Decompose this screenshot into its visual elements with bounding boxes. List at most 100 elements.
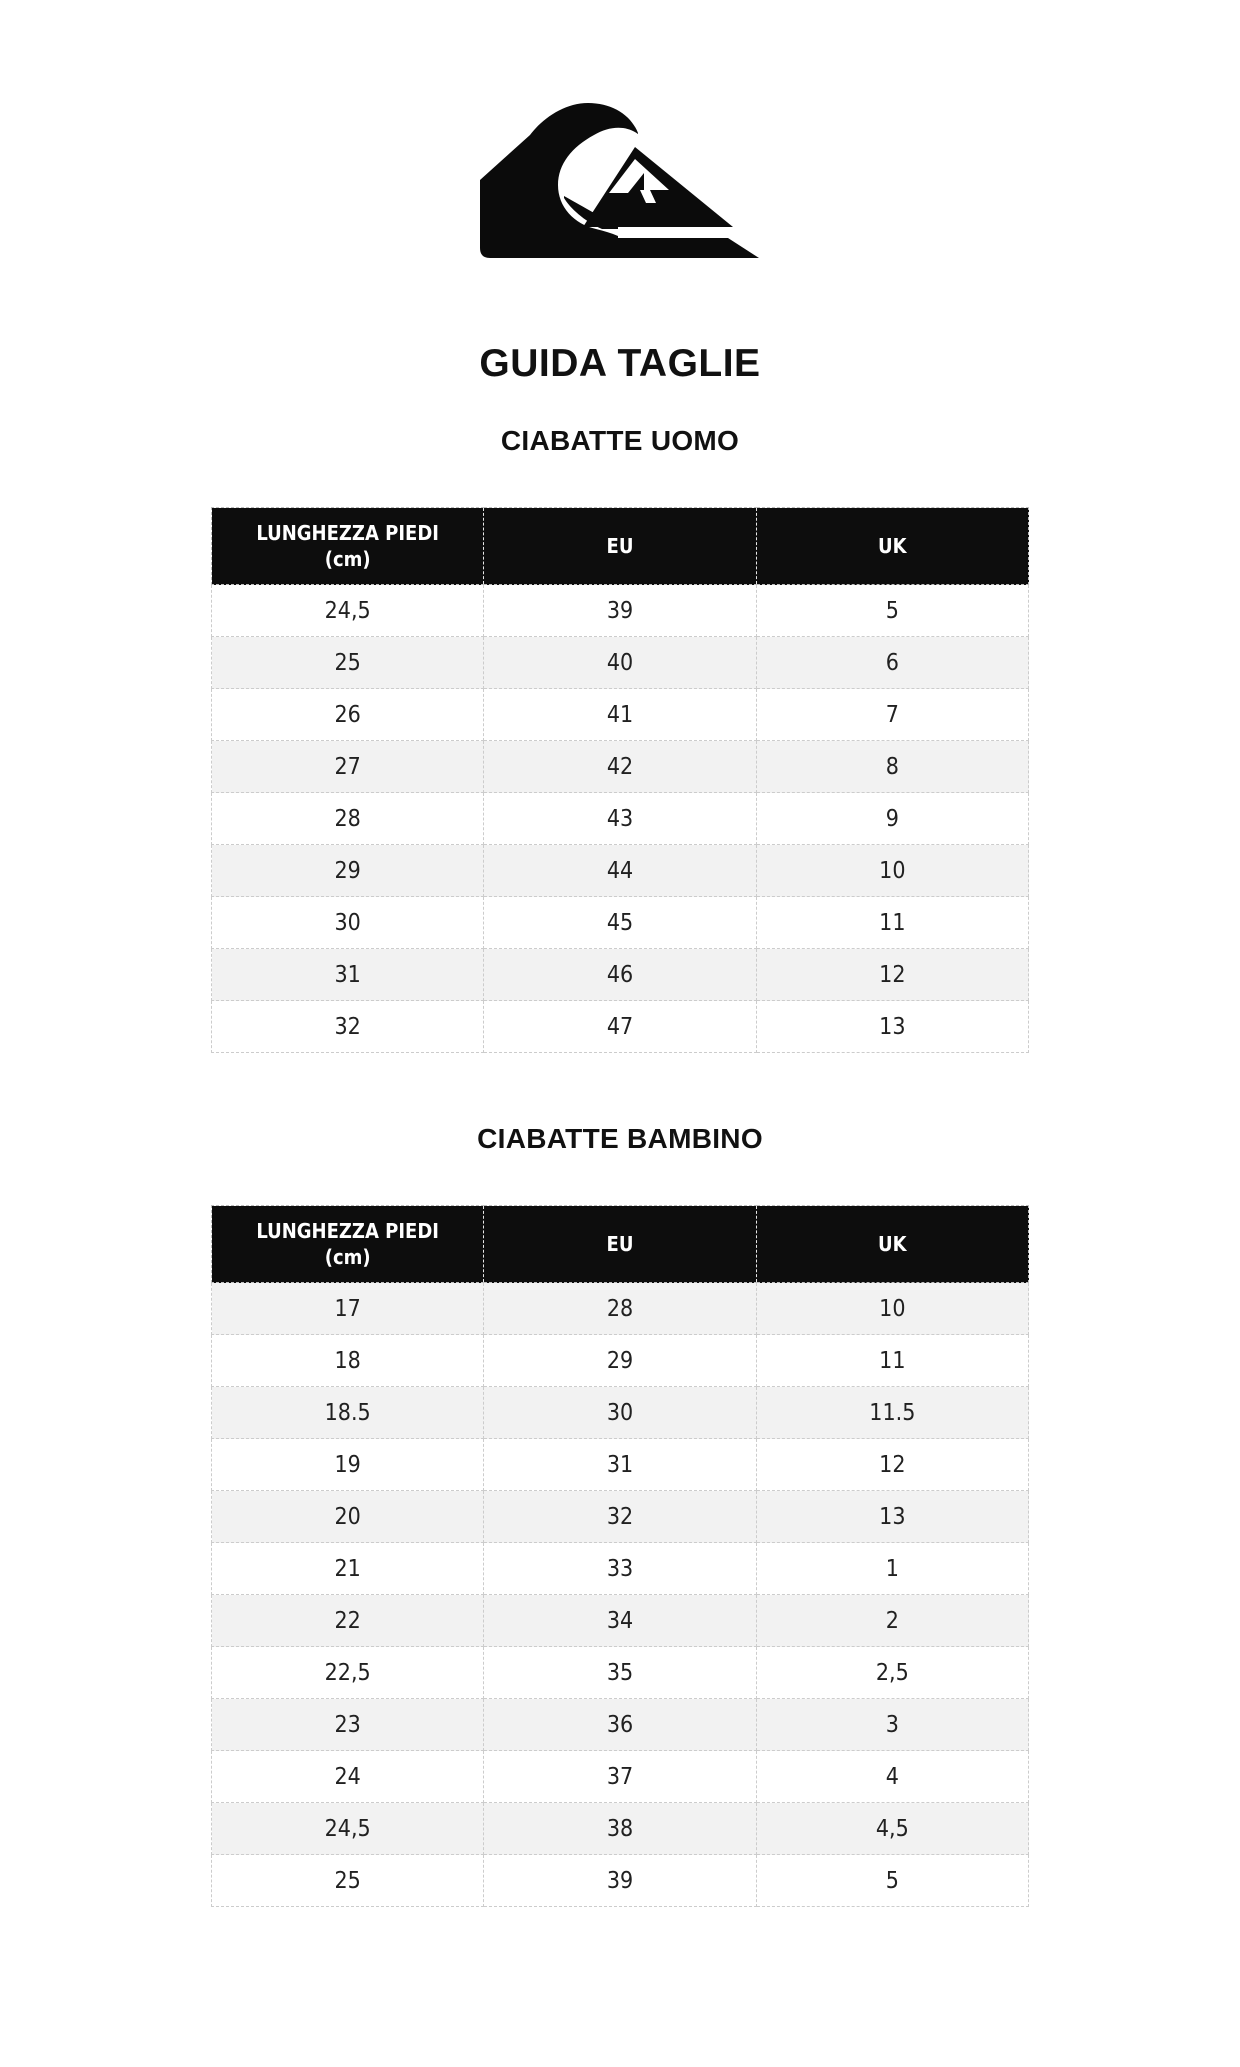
brand-logo: [478, 95, 763, 260]
table-row: 22,5 35 2,5: [210, 1646, 1030, 1699]
size-cell: 5: [755, 584, 1030, 637]
size-cell: 41: [483, 688, 757, 741]
size-cell: 29: [483, 1334, 757, 1387]
size-cell: 21: [210, 1542, 485, 1595]
table-row: 26 41 7: [210, 688, 1030, 741]
size-cell: 47: [483, 1000, 757, 1053]
column-header-label: LUNGHEZZA PIEDI: [256, 1219, 439, 1243]
page-title: GUIDA TAGLIE: [479, 342, 761, 385]
size-cell: 10: [755, 844, 1030, 897]
size-cell: 24,5: [210, 1802, 485, 1855]
column-header-unit: (cm): [324, 1245, 371, 1269]
size-cell: 5: [755, 1854, 1030, 1907]
table-row: 25 39 5: [210, 1854, 1030, 1907]
table-row: 20 32 13: [210, 1490, 1030, 1543]
size-cell: 11.5: [755, 1386, 1030, 1439]
size-cell: 46: [483, 948, 757, 1001]
size-cell: 23: [210, 1698, 485, 1751]
table-row: 24,5 39 5: [210, 584, 1030, 637]
table-row: 32 47 13: [210, 1000, 1030, 1053]
size-cell: 42: [483, 740, 757, 793]
table-row: 22 34 2: [210, 1594, 1030, 1647]
size-cell: 11: [755, 1334, 1030, 1387]
size-cell: 20: [210, 1490, 485, 1543]
size-cell: 19: [210, 1438, 485, 1491]
quiksilver-wave-mountain-icon: [479, 103, 759, 258]
size-cell: 12: [755, 948, 1030, 1001]
column-header-foot-length: LUNGHEZZA PIEDI (cm): [210, 507, 484, 585]
column-header-foot-length: LUNGHEZZA PIEDI (cm): [210, 1205, 484, 1283]
size-cell: 28: [210, 792, 485, 845]
size-cell: 34: [483, 1594, 757, 1647]
table-header-row: LUNGHEZZA PIEDI (cm) EU UK: [210, 507, 1030, 585]
size-cell: 31: [210, 948, 485, 1001]
size-cell: 38: [483, 1802, 757, 1855]
size-cell: 2: [755, 1594, 1030, 1647]
column-header-eu: EU: [483, 1205, 757, 1283]
size-cell: 24: [210, 1750, 485, 1803]
size-cell: 22,5: [210, 1646, 485, 1699]
size-cell: 40: [483, 636, 757, 689]
size-table-bambino: LUNGHEZZA PIEDI (cm) EU UK 17 28 10 18 29 11 1…: [210, 1205, 1030, 1907]
table-row: 30 45 11: [210, 896, 1030, 949]
size-cell: 18: [210, 1334, 485, 1387]
column-header-unit: (cm): [324, 547, 371, 571]
table-row: 18 29 11: [210, 1334, 1030, 1387]
size-cell: 31: [483, 1438, 757, 1491]
column-header-eu: EU: [483, 507, 757, 585]
size-cell: 25: [210, 636, 485, 689]
size-cell: 30: [210, 896, 485, 949]
table-row: 31 46 12: [210, 948, 1030, 1001]
size-cell: 26: [210, 688, 485, 741]
size-cell: 22: [210, 1594, 485, 1647]
table-row: 25 40 6: [210, 636, 1030, 689]
size-cell: 39: [483, 584, 757, 637]
size-cell: 17: [210, 1282, 485, 1335]
size-cell: 11: [755, 896, 1030, 949]
size-cell: 25: [210, 1854, 485, 1907]
size-cell: 4,5: [755, 1802, 1030, 1855]
size-table-uomo: LUNGHEZZA PIEDI (cm) EU UK 24,5 39 5 25 40 6 2…: [210, 507, 1030, 1053]
size-cell: 18.5: [210, 1386, 485, 1439]
table-row: 24,5 38 4,5: [210, 1802, 1030, 1855]
size-cell: 3: [755, 1698, 1030, 1751]
size-cell: 10: [755, 1282, 1030, 1335]
size-guide-page: GUIDA TAGLIE CIABATTE UOMO LUNGHEZZA PIE…: [210, 95, 1030, 1907]
size-cell: 27: [210, 740, 485, 793]
table-row: 17 28 10: [210, 1282, 1030, 1335]
size-cell: 32: [483, 1490, 757, 1543]
size-cell: 39: [483, 1854, 757, 1907]
size-cell: 9: [755, 792, 1030, 845]
size-cell: 45: [483, 896, 757, 949]
size-cell: 29: [210, 844, 485, 897]
size-cell: 36: [483, 1698, 757, 1751]
table-row: 29 44 10: [210, 844, 1030, 897]
size-cell: 12: [755, 1438, 1030, 1491]
size-cell: 32: [210, 1000, 485, 1053]
table-header-row: LUNGHEZZA PIEDI (cm) EU UK: [210, 1205, 1030, 1283]
size-cell: 2,5: [755, 1646, 1030, 1699]
table-row: 23 36 3: [210, 1698, 1030, 1751]
size-cell: 37: [483, 1750, 757, 1803]
size-cell: 13: [755, 1490, 1030, 1543]
column-header-uk: UK: [755, 1205, 1030, 1283]
size-cell: 7: [755, 688, 1030, 741]
size-cell: 6: [755, 636, 1030, 689]
size-cell: 1: [755, 1542, 1030, 1595]
size-cell: 13: [755, 1000, 1030, 1053]
table-row: 24 37 4: [210, 1750, 1030, 1803]
size-cell: 33: [483, 1542, 757, 1595]
size-cell: 24,5: [210, 584, 485, 637]
size-cell: 44: [483, 844, 757, 897]
size-cell: 4: [755, 1750, 1030, 1803]
size-cell: 30: [483, 1386, 757, 1439]
column-header-label: LUNGHEZZA PIEDI: [256, 521, 439, 545]
size-cell: 8: [755, 740, 1030, 793]
table-row: 18.5 30 11.5: [210, 1386, 1030, 1439]
table-row: 21 33 1: [210, 1542, 1030, 1595]
section-title-uomo: CIABATTE UOMO: [500, 425, 740, 456]
table-row: 27 42 8: [210, 740, 1030, 793]
size-cell: 28: [483, 1282, 757, 1335]
size-cell: 35: [483, 1646, 757, 1699]
section-title-bambino: CIABATTE BAMBINO: [477, 1123, 763, 1154]
